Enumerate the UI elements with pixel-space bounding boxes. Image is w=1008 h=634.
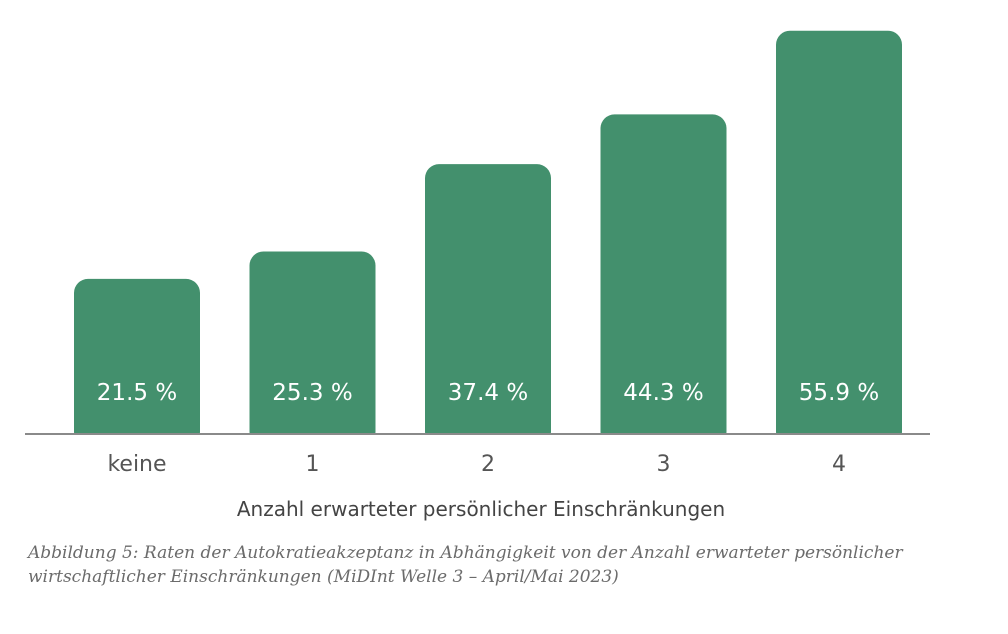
figure-caption: Abbildung 5: Raten der Autokratieakzepta… xyxy=(28,543,903,587)
x-tick-label-1: 1 xyxy=(306,452,320,477)
x-tick-label-4: 4 xyxy=(832,452,846,477)
x-tick-label-3: 3 xyxy=(657,452,671,477)
bar-value-label-3: 44.3 % xyxy=(623,380,703,406)
x-axis-title: Anzahl erwarteter persönlicher Einschrän… xyxy=(237,497,725,521)
axis-baseline-mask xyxy=(0,434,1008,448)
bar-3 xyxy=(600,114,727,447)
bar-value-label-keine: 21.5 % xyxy=(97,380,177,406)
bars-group: 21.5 % 25.3 % 37.4 % 44.3 % 55.9 % xyxy=(0,30,1008,448)
bar-2 xyxy=(425,164,551,446)
bar-value-label-1: 25.3 % xyxy=(272,380,352,406)
bar-keine xyxy=(74,278,200,446)
bar-chart: 21.5 % 25.3 % 37.4 % 44.3 % 55.9 % keine 1 2 3 4… xyxy=(0,30,1008,521)
x-tick-labels: keine 1 2 3 4 xyxy=(107,452,846,477)
x-tick-label-2: 2 xyxy=(481,452,495,477)
bar-value-label-4: 55.9 % xyxy=(799,380,879,406)
bar-1 xyxy=(249,251,376,446)
bar-4 xyxy=(776,30,902,446)
x-tick-label-keine: keine xyxy=(107,452,166,477)
bar-value-label-2: 37.4 % xyxy=(448,380,528,406)
